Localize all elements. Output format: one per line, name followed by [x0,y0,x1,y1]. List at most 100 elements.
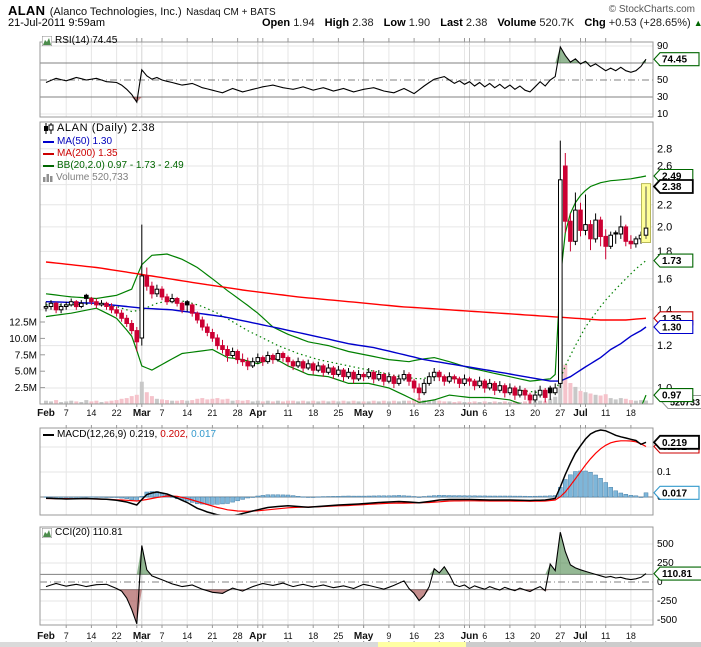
candle-body [220,345,225,351]
macd-histogram-bar [522,495,528,498]
macd-legend: MACD(12,26,9) 0.219, 0.202, 0.017 [43,429,216,440]
rsi-axis-label: 30 [657,92,669,103]
candle-body [164,296,170,303]
candle-body [336,369,341,375]
macd-signal-line [46,440,647,512]
candle-body [351,371,356,380]
chart-title-row: ALAN (Alanco Technologies, Inc.) Nasdaq … [8,2,276,20]
candle-body [154,288,160,295]
volume-bar [512,401,517,404]
volume-bar [79,402,84,404]
volume-bar [407,400,411,404]
macd-histogram-bar [613,490,618,498]
volume-bar [628,400,633,404]
volume-bar [639,400,643,404]
x-axis-label: 16 [409,408,419,418]
x-axis-label: 25 [333,408,343,418]
volume-bar [442,401,447,404]
price-layer [43,140,651,404]
macd-histogram-bar [376,495,382,498]
candle-body [134,330,140,343]
x-axis-label: 22 [112,631,122,641]
macd-histogram-bar [492,495,497,498]
volume-bar [54,400,59,404]
volume-bar [134,394,139,404]
candle-body [84,294,89,299]
bb-upper-band [45,175,647,382]
macd-histogram-bar [537,495,543,498]
bb-lower-band [45,307,647,404]
candle-body [517,389,523,396]
axis-badge-value: 0.97 [662,391,682,402]
volume-legend-label: Volume 520,733 [56,172,129,183]
candle-body [215,337,220,347]
ma200-legend: MA(200) 1.35 [43,148,118,159]
candle-body [578,209,583,231]
volume-bar [371,400,376,404]
volume-bar [165,400,169,404]
high-label: High [324,17,350,29]
volume-bar [255,400,260,404]
candle-body [255,357,261,363]
macd-histogram-bar [220,496,225,505]
price-axis-label: 2.8 [657,143,672,155]
last-label: Last [440,17,463,29]
macd-histogram-bar [351,495,356,498]
x-axis-label: 18 [308,408,318,418]
candle-body [326,367,331,373]
volume-bar [316,401,321,404]
macd-histogram-bar [341,495,346,498]
volume-bar [477,402,482,404]
cci-axis-label: -500 [657,615,677,626]
candle-body [522,389,528,396]
volume-bar [139,381,144,404]
x-axis-label: 7 [64,408,69,418]
macd-histogram-bar [43,496,49,498]
candle-body [210,332,215,339]
x-axis-label: 23 [434,408,444,418]
candle-body [200,319,205,328]
symbol-legend-label: ALAN (Daily) 2.38 [57,122,156,134]
candle-body [618,226,624,235]
candle-body [633,238,639,245]
macd-histogram-bar [235,496,240,502]
macd-histogram-bar [507,495,513,498]
macd-histogram-bar [361,495,366,498]
candle-body [205,326,210,333]
cci-line [45,532,647,624]
candle-body [316,365,321,371]
cci-axis-label: -250 [657,596,677,607]
macd-panel-border [39,427,654,516]
scroll-strip-highlight[interactable] [378,642,466,647]
candle-body [598,219,603,238]
x-axis-label: 6 [482,631,487,641]
candle-body [477,380,482,387]
volume-bar [563,364,568,404]
volume-bar [235,400,240,404]
bottom-scroll-strip[interactable] [0,642,701,647]
volume-bar [114,400,119,404]
macd-layer [43,429,649,515]
x-axis-label: 22 [112,408,122,418]
macd-histogram-bar [250,496,255,498]
volume-bar [472,401,477,404]
macd-histogram-bar [84,496,89,498]
volume-bar [44,400,48,404]
volume-bar [74,401,79,404]
candle-body [99,302,104,306]
volume-value: 520.7K [539,17,575,29]
candle-body [310,363,316,371]
volume-bar [170,400,175,404]
volume-bar [644,400,648,404]
candle-body [225,349,230,356]
macd-histogram-bar [381,495,387,498]
volume-bar [548,398,553,404]
macd-histogram-bar [512,495,518,498]
macd-histogram-bar [290,495,296,498]
candle-body [568,220,573,242]
macd-histogram-bar [477,495,482,498]
axis-badge [653,566,701,581]
candle-body [230,351,235,356]
scroll-strip-right [466,642,701,647]
macd-histogram-bar [205,496,210,505]
